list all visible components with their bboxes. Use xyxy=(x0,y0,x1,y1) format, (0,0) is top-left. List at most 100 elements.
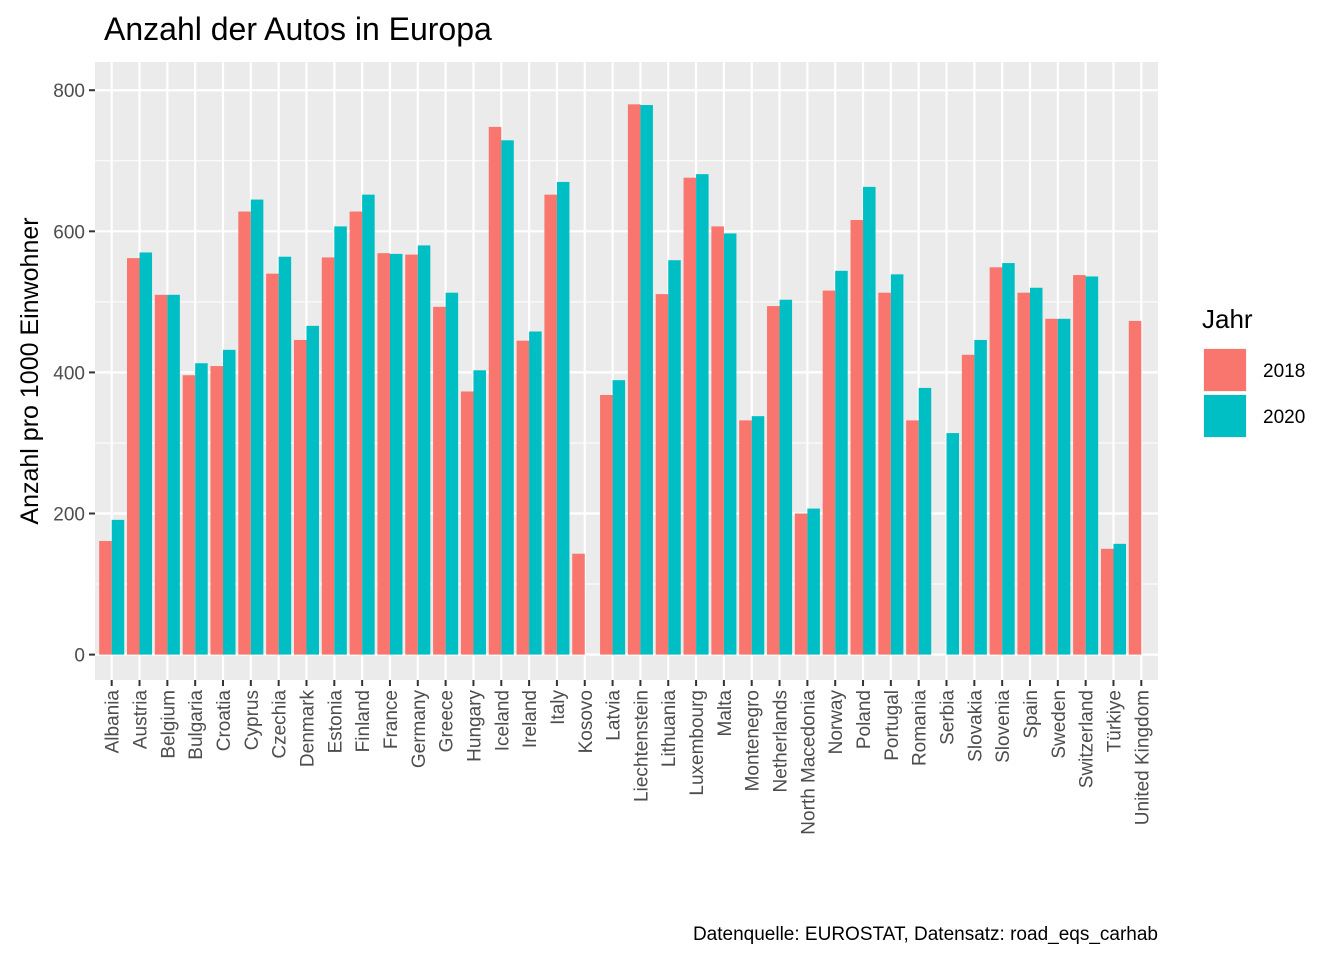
bar-2020-Lithuania xyxy=(668,260,681,655)
bar-2020-Montenegro xyxy=(751,416,765,655)
bar-2020-Iceland xyxy=(501,140,514,655)
x-tick-label: Bulgaria xyxy=(186,690,207,760)
bar-2020-Türkiye xyxy=(1113,543,1126,655)
bar-2018-Switzerland xyxy=(1073,275,1086,655)
bar-2018-Germany xyxy=(405,254,418,655)
bar-2018-Iceland xyxy=(488,126,502,655)
bar-2018-Greece xyxy=(433,306,446,655)
bar-2018-Spain xyxy=(1017,292,1030,655)
chart-title: Anzahl der Autos in Europa xyxy=(104,11,492,47)
bar-2018-Latvia xyxy=(600,394,613,655)
x-tick-label: Hungary xyxy=(464,690,485,762)
bar-2020-Norway xyxy=(835,270,848,655)
bar-2020-Latvia xyxy=(612,380,626,655)
bar-2020-Liechtenstein xyxy=(640,105,653,655)
x-tick-label: France xyxy=(381,690,402,749)
x-tick-label: Romania xyxy=(910,690,931,766)
bar-2020-Bulgaria xyxy=(195,363,208,655)
x-tick-label: Luxembourg xyxy=(687,690,708,796)
bar-2018-France xyxy=(377,253,390,655)
x-tick-label: Spain xyxy=(1021,690,1042,739)
x-tick-label: Montenegro xyxy=(743,690,764,791)
bar-2020-Malta xyxy=(723,233,737,655)
y-tick-label: 600 xyxy=(53,222,85,243)
chart-caption: Datenquelle: EUROSTAT, Datensatz: road_e… xyxy=(693,924,1158,945)
bar-2020-Ireland xyxy=(529,331,542,655)
bar-2020-Switzerland xyxy=(1085,276,1099,655)
bar-2018-Hungary xyxy=(460,391,474,655)
x-tick-label: United Kingdom xyxy=(1132,690,1153,825)
bar-2020-Netherlands xyxy=(779,299,793,655)
y-tick-label: 800 xyxy=(53,81,85,102)
bar-2020-Austria xyxy=(139,252,153,655)
x-tick-label: Croatia xyxy=(214,690,235,752)
bar-2020-Italy xyxy=(556,181,570,655)
bar-2018-Slovenia xyxy=(989,267,1003,655)
bar-2020-Luxembourg xyxy=(696,174,709,655)
x-tick-label: North Macedonia xyxy=(798,690,819,835)
bar-2018-Portugal xyxy=(878,292,891,655)
x-tick-label: Estonia xyxy=(325,690,346,754)
bar-2018-Bulgaria xyxy=(182,375,196,655)
bar-2020-Slovakia xyxy=(974,339,987,655)
bar-2018-Finland xyxy=(349,211,363,655)
bar-2018-Lithuania xyxy=(655,294,669,655)
x-tick-label: Ireland xyxy=(520,690,541,748)
bar-2018-Belgium xyxy=(154,294,168,655)
bar-2018-Sweden xyxy=(1045,318,1058,655)
bar-2018-United Kingdom xyxy=(1128,320,1142,655)
bar-2018-Netherlands xyxy=(767,306,780,655)
bar-2018-North Macedonia xyxy=(794,513,808,655)
bar-2020-Albania xyxy=(111,519,125,655)
bar-2018-Slovakia xyxy=(961,354,975,655)
x-tick-label: Austria xyxy=(131,690,152,750)
x-tick-label: Serbia xyxy=(938,690,959,745)
bar-2020-France xyxy=(389,253,403,655)
bar-2018-Estonia xyxy=(321,257,335,655)
bar-2020-Spain xyxy=(1029,287,1043,655)
legend-label-2020: 2020 xyxy=(1263,407,1305,428)
bar-2020-Cyprus xyxy=(250,199,264,655)
bar-2018-Ireland xyxy=(516,340,530,655)
x-tick-label: Switzerland xyxy=(1077,690,1098,788)
bar-2018-Czechia xyxy=(266,273,279,655)
y-axis: 0 200 400 600 800 xyxy=(53,81,95,667)
bar-2018-Montenegro xyxy=(739,420,752,655)
x-tick-label: Greece xyxy=(437,690,458,752)
x-tick-label: Sweden xyxy=(1049,690,1070,759)
bar-2020-Serbia xyxy=(946,433,960,655)
bar-2018-Türkiye xyxy=(1100,548,1114,655)
legend-key-2020 xyxy=(1204,395,1246,437)
bar-2020-Estonia xyxy=(334,226,347,655)
bar-2018-Albania xyxy=(99,541,112,655)
bar-2018-Kosovo xyxy=(572,553,585,655)
bar-2020-Czechia xyxy=(278,256,292,655)
bar-2020-Belgium xyxy=(167,294,180,655)
x-tick-label: Denmark xyxy=(297,690,318,768)
y-tick-label: 200 xyxy=(53,505,85,526)
legend: Jahr 2018 2020 xyxy=(1202,304,1305,438)
bar-2020-Sweden xyxy=(1057,318,1071,655)
bar-2020-Poland xyxy=(863,186,876,655)
legend-label-2018: 2018 xyxy=(1263,361,1305,382)
x-tick-label: Slovenia xyxy=(993,690,1014,763)
bar-2020-Portugal xyxy=(890,274,904,655)
x-tick-label: Latvia xyxy=(604,690,625,741)
bar-2018-Italy xyxy=(544,194,557,655)
bar-2018-Malta xyxy=(711,226,724,655)
bar-2020-Germany xyxy=(417,245,431,655)
x-tick-label: Iceland xyxy=(492,690,513,751)
bar-2018-Austria xyxy=(127,258,140,655)
x-tick-label: Liechtenstein xyxy=(631,690,652,802)
bar-2018-Cyprus xyxy=(238,211,251,655)
x-tick-label: Slovakia xyxy=(965,690,986,762)
bar-2018-Luxembourg xyxy=(683,177,697,655)
x-tick-label: Norway xyxy=(826,690,847,755)
x-tick-label: Portugal xyxy=(882,690,903,761)
x-tick-label: Belgium xyxy=(158,690,179,759)
bar-2020-Greece xyxy=(445,292,459,655)
x-tick-label: Malta xyxy=(715,690,736,737)
bar-2018-Romania xyxy=(906,420,919,655)
x-tick-label: Albania xyxy=(103,690,124,754)
